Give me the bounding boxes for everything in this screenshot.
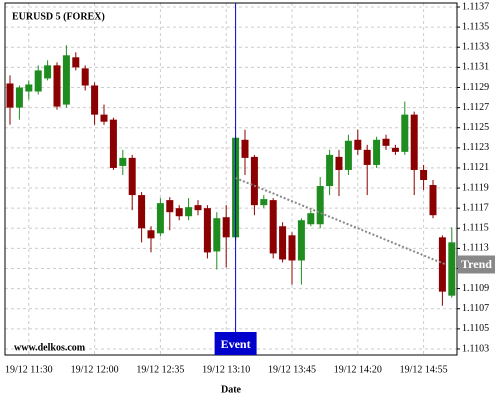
- candle-body: [25, 84, 33, 92]
- candle-body: [185, 207, 193, 217]
- candle-body: [109, 119, 117, 168]
- candle-body: [53, 65, 61, 107]
- y-tick-label: 1.1109: [462, 283, 489, 294]
- candle-body: [401, 114, 409, 152]
- trend-box: [458, 255, 495, 274]
- candle-body: [316, 186, 324, 225]
- candle-body: [335, 156, 343, 170]
- candle-body: [297, 220, 305, 261]
- candle-body: [288, 235, 296, 261]
- candle-body: [128, 157, 136, 196]
- y-tick-label: 1.1123: [462, 142, 489, 153]
- candle-body: [241, 139, 249, 158]
- y-tick-label: 1.1107: [462, 303, 489, 314]
- y-tick-label: 1.1119: [462, 182, 489, 193]
- candle-body: [72, 57, 80, 68]
- y-tick-label: 1.1127: [462, 102, 489, 113]
- event-box: [214, 332, 257, 355]
- trend-line: [235, 177, 447, 266]
- x-tick-label: 19/12 12:00: [71, 364, 119, 375]
- candle-body: [81, 68, 89, 86]
- candle-body: [279, 226, 287, 260]
- candle-body: [91, 85, 99, 115]
- x-axis-label: Date: [221, 384, 242, 395]
- y-tick-label: 1.1133: [462, 42, 489, 53]
- candle-body: [269, 200, 277, 254]
- event-label: Event: [221, 337, 251, 351]
- candle-body: [429, 185, 437, 216]
- y-tick-label: 1.1105: [462, 323, 489, 334]
- candle-body: [175, 208, 183, 217]
- candle-body: [222, 217, 230, 238]
- candle-body: [44, 65, 52, 79]
- candle-body: [203, 208, 211, 253]
- candle-body: [15, 87, 23, 108]
- y-tick-label: 1.1103: [462, 343, 489, 354]
- y-tick-label: 1.1137: [462, 1, 489, 12]
- y-tick-label: 1.1121: [462, 162, 489, 173]
- candle-body: [166, 200, 174, 213]
- candle-body: [6, 83, 14, 108]
- y-tick-label: 1.1117: [462, 202, 489, 213]
- candle-body: [438, 237, 446, 292]
- candle-body: [354, 139, 362, 150]
- candle-body: [250, 156, 258, 206]
- candle-body: [119, 157, 127, 166]
- x-tick-label: 19/12 14:20: [334, 364, 382, 375]
- trend-label: Trend: [461, 257, 492, 271]
- candle-body: [194, 205, 202, 211]
- candle-body: [34, 70, 42, 92]
- candle-body: [391, 147, 399, 152]
- candle-body: [373, 139, 381, 165]
- y-tick-label: 1.1131: [462, 62, 489, 73]
- y-tick-label: 1.1113: [462, 243, 489, 254]
- chart-title: EURUSD 5 (FOREX): [12, 11, 105, 22]
- x-tick-label: 19/12 14:55: [400, 364, 448, 375]
- candle-body: [410, 114, 418, 170]
- candle-body: [147, 230, 155, 239]
- x-tick-label: 19/12 11:30: [5, 364, 53, 375]
- candle-body: [260, 199, 268, 206]
- x-tick-label: 19/12 13:45: [268, 364, 316, 375]
- y-tick-label: 1.1125: [462, 122, 489, 133]
- candle-body: [138, 195, 146, 229]
- candle-body: [363, 149, 371, 165]
- x-tick-label: 19/12 12:35: [136, 364, 184, 375]
- y-tick-label: 1.1135: [462, 21, 489, 32]
- candle-body: [307, 213, 315, 225]
- candle-body: [420, 169, 428, 181]
- watermark: www.delkos.com: [14, 342, 86, 353]
- candle-body: [156, 203, 164, 234]
- candle-body: [100, 114, 108, 122]
- candle-body: [213, 218, 221, 252]
- y-tick-label: 1.1129: [462, 82, 489, 93]
- candle-body: [344, 140, 352, 170]
- candle-body: [382, 138, 390, 146]
- x-tick-label: 19/12 13:10: [202, 364, 250, 375]
- candle-body: [326, 154, 334, 187]
- candle-body: [448, 242, 456, 296]
- candle-body: [62, 55, 70, 105]
- y-tick-label: 1.1115: [462, 223, 489, 234]
